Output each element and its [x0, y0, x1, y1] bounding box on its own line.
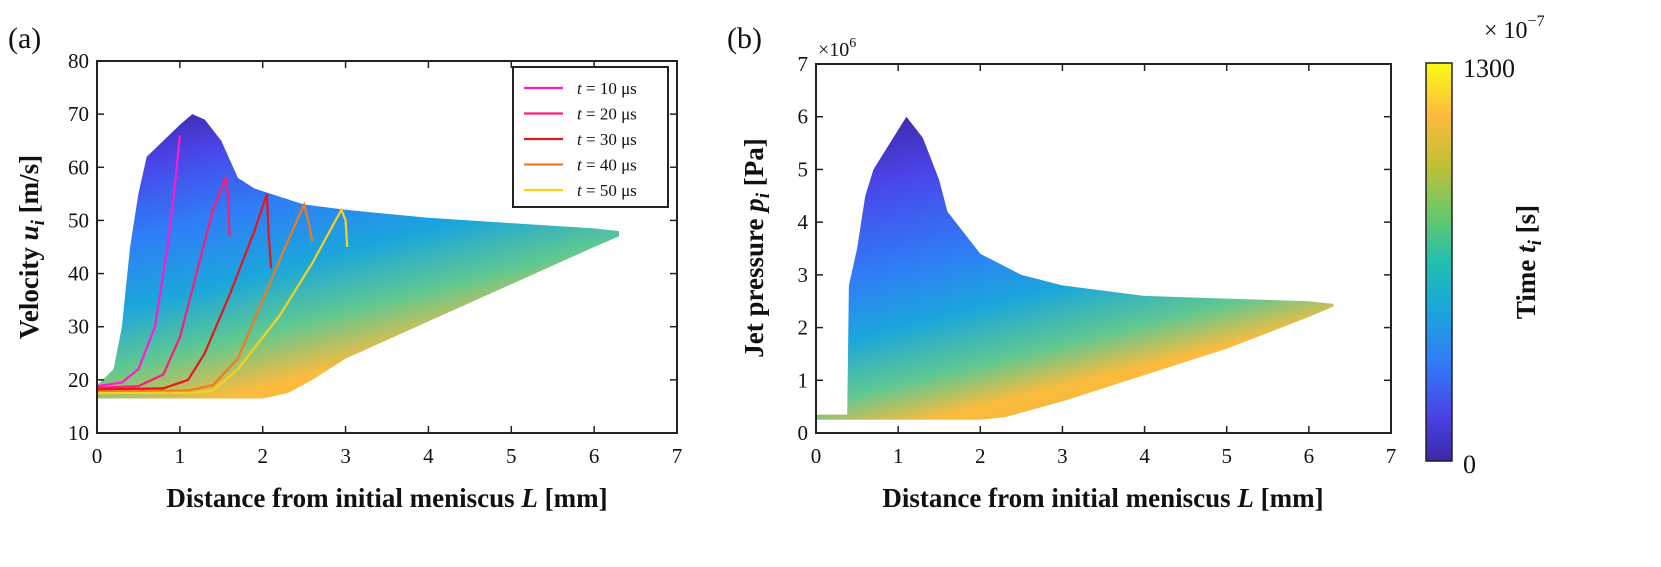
- y-tick-label: 0: [798, 421, 809, 445]
- x-tick-label: 5: [506, 444, 517, 468]
- series-line-1: [96, 135, 181, 388]
- y-tick-label: 50: [68, 208, 89, 232]
- y-tick-label: 60: [68, 155, 89, 179]
- y-tick-label: 40: [68, 262, 89, 286]
- y-tick-label: 20: [68, 368, 89, 392]
- panel-a-legend: t = 10 μs t = 20 μs t = 30 μs t = 40 μs t = …: [512, 66, 669, 208]
- x-tick-label: 2: [257, 444, 268, 468]
- y-tick-label: 5: [798, 157, 809, 181]
- x-tick-label: 0: [811, 444, 822, 468]
- legend-label-2: t = 20 μs: [577, 105, 637, 124]
- y-tick-label: 1: [798, 368, 809, 392]
- x-tick-label: 3: [1057, 444, 1068, 468]
- colorbar-max-label: 1300: [1463, 54, 1515, 83]
- y-tick-label: 80: [68, 49, 89, 73]
- panel-b-ticks: 0 1 2 3 4 5 6 7 0 1 2 3 4 5 6 7: [798, 52, 1397, 468]
- panel-a-axes-frame: [96, 60, 678, 434]
- panel-a-ylabel: Velocity ui [m/s]: [14, 155, 49, 339]
- panel-b-axes-frame: [815, 63, 1392, 434]
- panel-b-y-multiplier: ×106: [818, 36, 856, 61]
- x-tick-label: 6: [1304, 444, 1315, 468]
- panel-a-series-group: [96, 135, 349, 395]
- legend-box: [512, 66, 669, 208]
- panel-a-letter: (a): [8, 22, 41, 55]
- series-line-4: [96, 201, 314, 393]
- colorbar-bar: [1425, 62, 1453, 462]
- x-tick-label: 3: [340, 444, 351, 468]
- panel-b-ylabel: Jet pressure pi [Pa]: [739, 138, 774, 358]
- y-tick-label: 70: [68, 102, 89, 126]
- x-tick-label: 7: [1386, 444, 1397, 468]
- x-tick-label: 7: [672, 444, 683, 468]
- y-tick-label: 7: [798, 52, 809, 76]
- colorbar-scale: × 10−7: [1484, 13, 1545, 44]
- colorbar-label: Time ti [s]: [1511, 205, 1546, 319]
- panel-b: 0 1 2 3 4 5 6 7 0 1 2 3 4 5 6 7 ×106 Distance from init…: [739, 36, 1396, 513]
- panel-a: 0 1 2 3 4 5 6 7 10 20 30 40 50 60 70 80 t = 10 μs t = 20…: [14, 49, 682, 513]
- legend-label-5: t = 50 μs: [577, 181, 637, 200]
- panel-b-data-area: [816, 116, 1334, 420]
- panel-a-xlabel: Distance from initial meniscus L [mm]: [166, 483, 607, 513]
- y-tick-label: 3: [798, 263, 809, 287]
- series-line-5: [96, 207, 349, 395]
- x-tick-label: 0: [92, 444, 103, 468]
- series-line-2: [96, 173, 231, 389]
- x-tick-label: 6: [589, 444, 600, 468]
- y-tick-label: 4: [798, 210, 809, 234]
- y-tick-label: 6: [798, 105, 809, 129]
- y-tick-label: 10: [68, 421, 89, 445]
- x-tick-label: 1: [893, 444, 904, 468]
- legend-label-3: t = 30 μs: [577, 130, 637, 149]
- x-tick-label: 5: [1221, 444, 1232, 468]
- x-tick-label: 2: [975, 444, 986, 468]
- legend-label-1: t = 10 μs: [577, 79, 637, 98]
- colorbar: × 10−7 1300 0 Time ti [s]: [1425, 13, 1546, 479]
- legend-label-4: t = 40 μs: [577, 156, 637, 175]
- x-tick-label: 4: [423, 444, 434, 468]
- panel-b-xlabel: Distance from initial meniscus L [mm]: [882, 483, 1323, 513]
- y-tick-label: 2: [798, 316, 809, 340]
- series-line-3: [96, 193, 273, 391]
- colorbar-min-label: 0: [1463, 450, 1476, 479]
- x-tick-label: 1: [175, 444, 186, 468]
- x-tick-label: 4: [1139, 444, 1150, 468]
- panel-b-letter: (b): [727, 22, 762, 55]
- y-tick-label: 30: [68, 315, 89, 339]
